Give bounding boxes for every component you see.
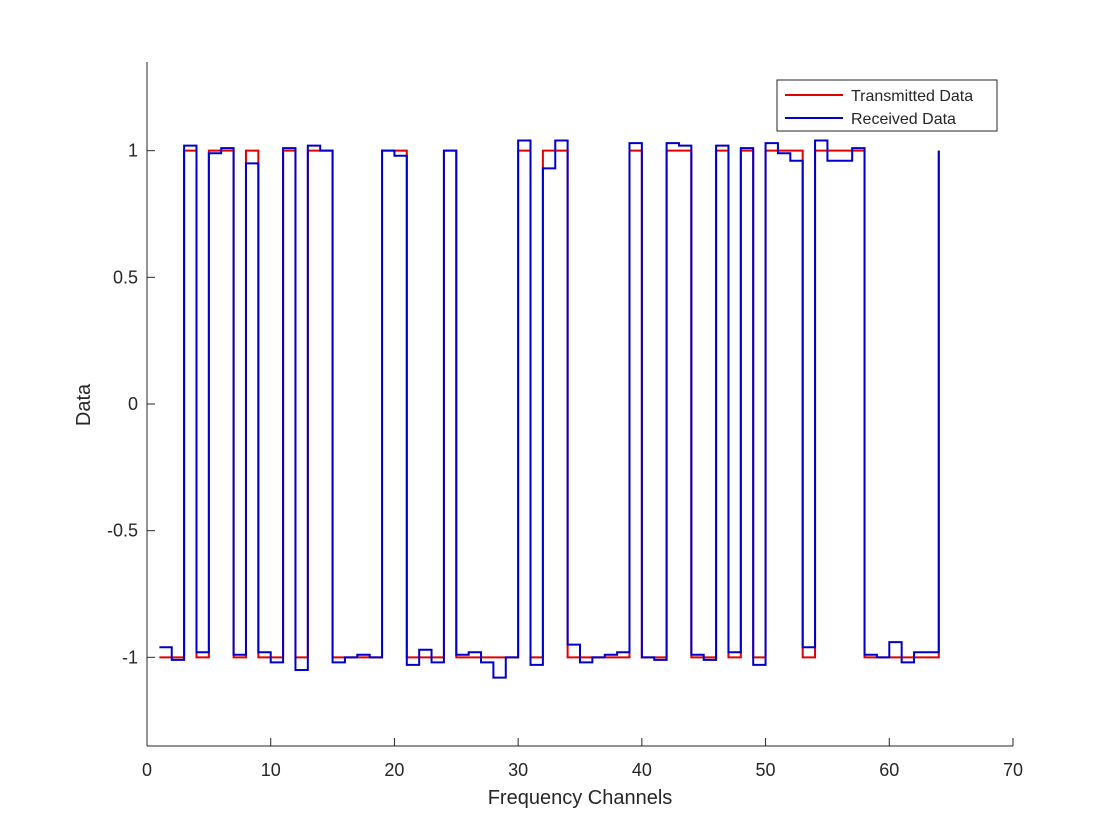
y-tick-label: 1 (128, 141, 138, 161)
x-tick-label: 70 (1003, 760, 1023, 780)
series-line-received (159, 139, 940, 679)
axis-ticks: 0 10 20 30 40 50 60 70 -1 -0.5 0 0.5 1 (107, 141, 1023, 780)
x-tick-label: 0 (142, 760, 152, 780)
legend-label-transmitted: Transmitted Data (851, 88, 973, 105)
legend-label-received: Received Data (851, 111, 956, 128)
y-tick-label: -1 (122, 647, 138, 667)
x-tick-label: 10 (261, 760, 281, 780)
x-tick-label: 40 (632, 760, 652, 780)
x-tick-label: 50 (756, 760, 776, 780)
x-tick-label: 20 (384, 760, 404, 780)
series-lines (159, 139, 940, 679)
y-tick-label: -0.5 (107, 521, 138, 541)
x-axis-label: Frequency Channels (488, 787, 673, 809)
x-tick-label: 30 (508, 760, 528, 780)
x-tick-label: 60 (879, 760, 899, 780)
y-axis-label: Data (73, 383, 95, 426)
legend-box (776, 79, 998, 132)
y-tick-label: 0.5 (113, 267, 138, 287)
legend: Transmitted Data Received Data (776, 79, 998, 132)
y-tick-label: 0 (128, 394, 138, 414)
